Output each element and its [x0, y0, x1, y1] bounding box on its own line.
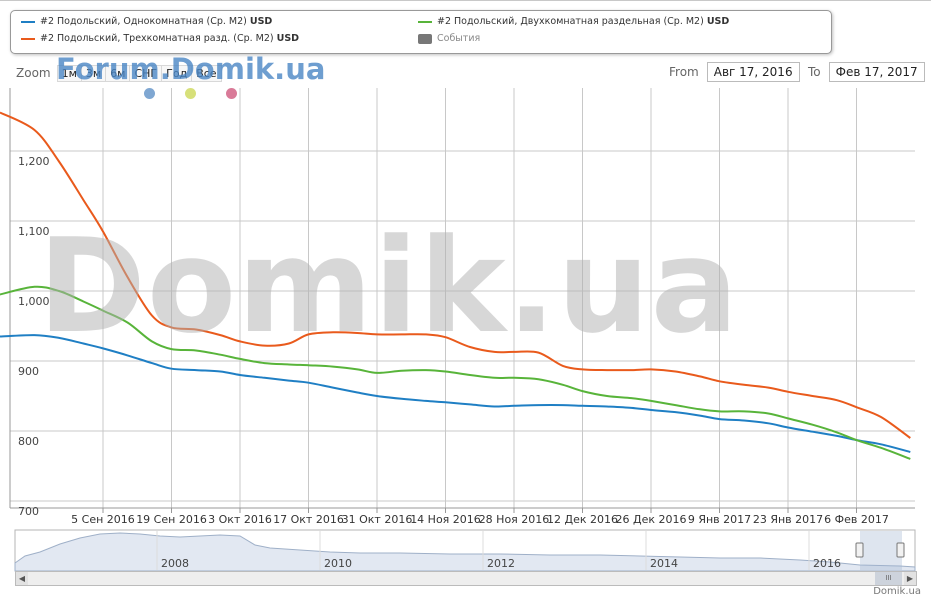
legend-item-two-room[interactable]: #2 Подольский, Двухкомнатная раздельная … — [418, 16, 729, 27]
range-to-input[interactable]: Фев 17, 2017 — [828, 62, 925, 82]
navigator-scrollbar[interactable]: ◀ III ▶ — [15, 571, 917, 586]
axes — [9, 88, 915, 513]
zoom-button-1m[interactable]: 1м — [56, 64, 82, 82]
zoom-controls: Zoom 1м 3м 6м СНГ Год Все — [16, 64, 222, 82]
x-tick-label: 17 Окт 2016 — [273, 513, 344, 526]
legend-unit-three-room: USD — [276, 33, 300, 44]
frame-top-border — [0, 0, 931, 1]
range-from: From Авг 17, 2016 — [669, 62, 800, 82]
legend-item-one-room[interactable]: #2 Подольский, Однокомнатная (Ср. M2) US… — [21, 16, 272, 27]
grid-lines — [10, 88, 915, 508]
series-line-three-room[interactable] — [0, 111, 911, 439]
x-tick-label: 9 Янв 2017 — [688, 513, 751, 526]
legend-label-events: События — [437, 33, 481, 44]
zoom-label: Zoom — [16, 66, 51, 80]
legend-swatch-three-room — [21, 37, 35, 40]
legend-unit-two-room: USD — [706, 16, 730, 27]
x-tick-label: 6 Фев 2017 — [824, 513, 889, 526]
legend-item-events[interactable]: События — [418, 33, 480, 44]
x-tick-label: 26 Дек 2016 — [616, 513, 687, 526]
x-tick-label: 12 Дек 2016 — [547, 513, 618, 526]
range-to-label: To — [808, 65, 821, 79]
legend-label-three-room: #2 Подольский, Трехкомнатная разд. (Ср. … — [40, 33, 274, 44]
legend-swatch-events — [418, 33, 432, 44]
x-tick-label: 23 Янв 2017 — [753, 513, 823, 526]
scroll-right-arrow-icon[interactable]: ▶ — [904, 572, 916, 585]
legend-item-three-room[interactable]: #2 Подольский, Трехкомнатная разд. (Ср. … — [21, 33, 299, 44]
event-marker-dot[interactable] — [226, 88, 237, 99]
zoom-button-all[interactable]: Все — [191, 64, 222, 82]
series-line-two-room[interactable] — [0, 285, 911, 460]
zoom-button-1y[interactable]: Год — [161, 64, 193, 82]
x-tick-label: 5 Сен 2016 — [71, 513, 135, 526]
event-marker-dot[interactable] — [185, 88, 196, 99]
legend: #2 Подольский, Однокомнатная (Ср. M2) US… — [10, 10, 832, 54]
legend-swatch-one-room — [21, 20, 35, 23]
legend-unit-one-room: USD — [249, 16, 273, 27]
scroll-thumb[interactable]: III — [875, 572, 902, 585]
x-tick-label: 3 Окт 2016 — [208, 513, 272, 526]
event-marker-dot[interactable] — [144, 88, 155, 99]
y-tick-label: 1,200 — [18, 155, 50, 168]
range-from-label: From — [669, 65, 699, 79]
scroll-left-arrow-icon[interactable]: ◀ — [16, 572, 28, 585]
series-line-one-room[interactable] — [0, 334, 911, 453]
legend-label-one-room: #2 Подольский, Однокомнатная (Ср. M2) — [40, 16, 247, 27]
y-tick-label: 800 — [18, 435, 39, 448]
credit-text[interactable]: Domik.ua — [873, 586, 921, 597]
x-tick-label: 31 Окт 2016 — [342, 513, 413, 526]
zoom-button-3m[interactable]: 3м — [80, 64, 107, 82]
y-tick-label: 1,000 — [18, 295, 50, 308]
y-tick-label: 700 — [18, 505, 39, 518]
legend-swatch-two-room — [418, 20, 432, 23]
series-lines — [0, 111, 911, 460]
tick-labels: 700 800 900 1,000 1,100 1,200 5 Сен 2016 19 Сен… — [18, 155, 889, 526]
x-tick-label: 28 Ноя 2016 — [479, 513, 550, 526]
y-tick-label: 900 — [18, 365, 39, 378]
range-from-input[interactable]: Авг 17, 2016 — [706, 62, 800, 82]
x-tick-label: 19 Сен 2016 — [136, 513, 207, 526]
y-tick-label: 1,100 — [18, 225, 50, 238]
x-tick-label: 14 Ноя 2016 — [410, 513, 481, 526]
legend-label-two-room: #2 Подольский, Двухкомнатная раздельная … — [437, 16, 704, 27]
range-to: To Фев 17, 2017 — [808, 62, 925, 82]
